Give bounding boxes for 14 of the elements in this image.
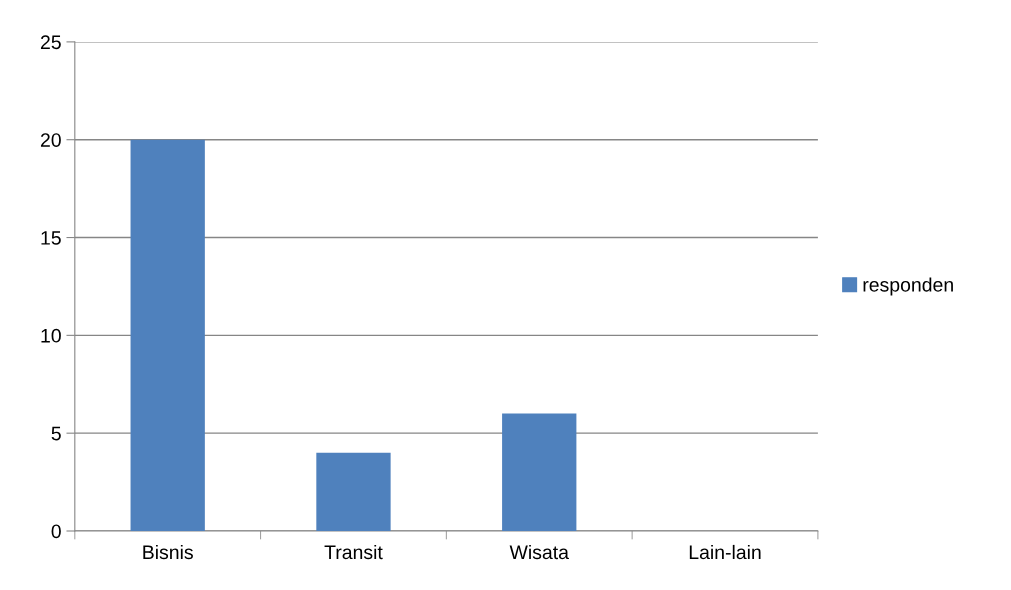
y-tick-label: 20 xyxy=(40,133,61,147)
y-tick-label: 5 xyxy=(51,426,61,441)
x-tick-label: Bisnis xyxy=(143,544,193,560)
y-tick-label: 15 xyxy=(41,231,61,245)
bar xyxy=(316,452,391,531)
bar xyxy=(502,413,577,531)
legend-label: responden xyxy=(863,277,953,296)
x-tick-label: Lain-lain xyxy=(689,544,761,560)
x-tick-label: Wisata xyxy=(509,544,569,560)
y-tick-label: 10 xyxy=(41,328,61,343)
y-tick-label: 25 xyxy=(40,35,61,50)
bar xyxy=(130,139,205,531)
x-tick-label: Transit xyxy=(324,544,383,560)
y-tick-label: 0 xyxy=(51,524,61,539)
